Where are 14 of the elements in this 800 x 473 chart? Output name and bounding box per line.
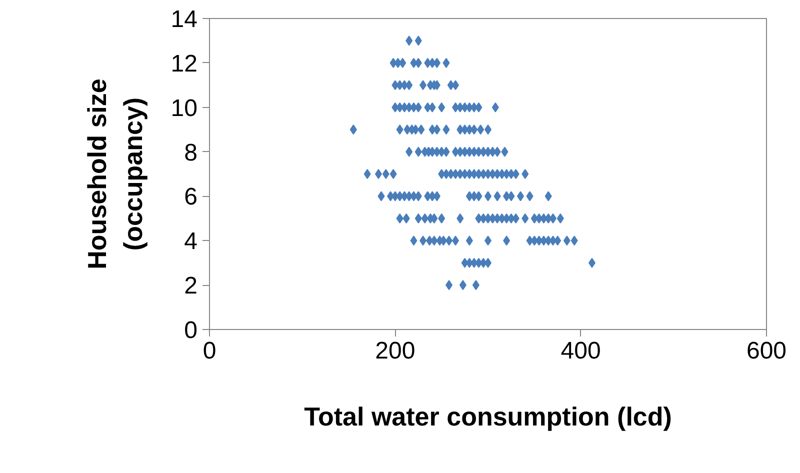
y-tick-label: 4: [184, 228, 198, 256]
y-tick-label: 8: [184, 139, 198, 166]
y-axis-title: Household size (occupancy): [82, 78, 148, 270]
y-tick-label: 6: [184, 184, 198, 211]
y-tick-label: 12: [170, 50, 198, 78]
y-tick-label: 2: [184, 272, 198, 300]
y-tick-label: 10: [170, 94, 198, 122]
x-tick-label: 600: [746, 338, 787, 364]
y-tick-label: 0: [184, 317, 198, 344]
x-tick-label: 400: [560, 338, 601, 364]
x-axis-title: Total water consumption (lcd): [304, 402, 672, 432]
y-tick-label: 14: [170, 6, 198, 33]
x-tick-label: 200: [375, 338, 416, 364]
x-tick-label: 0: [202, 338, 216, 364]
